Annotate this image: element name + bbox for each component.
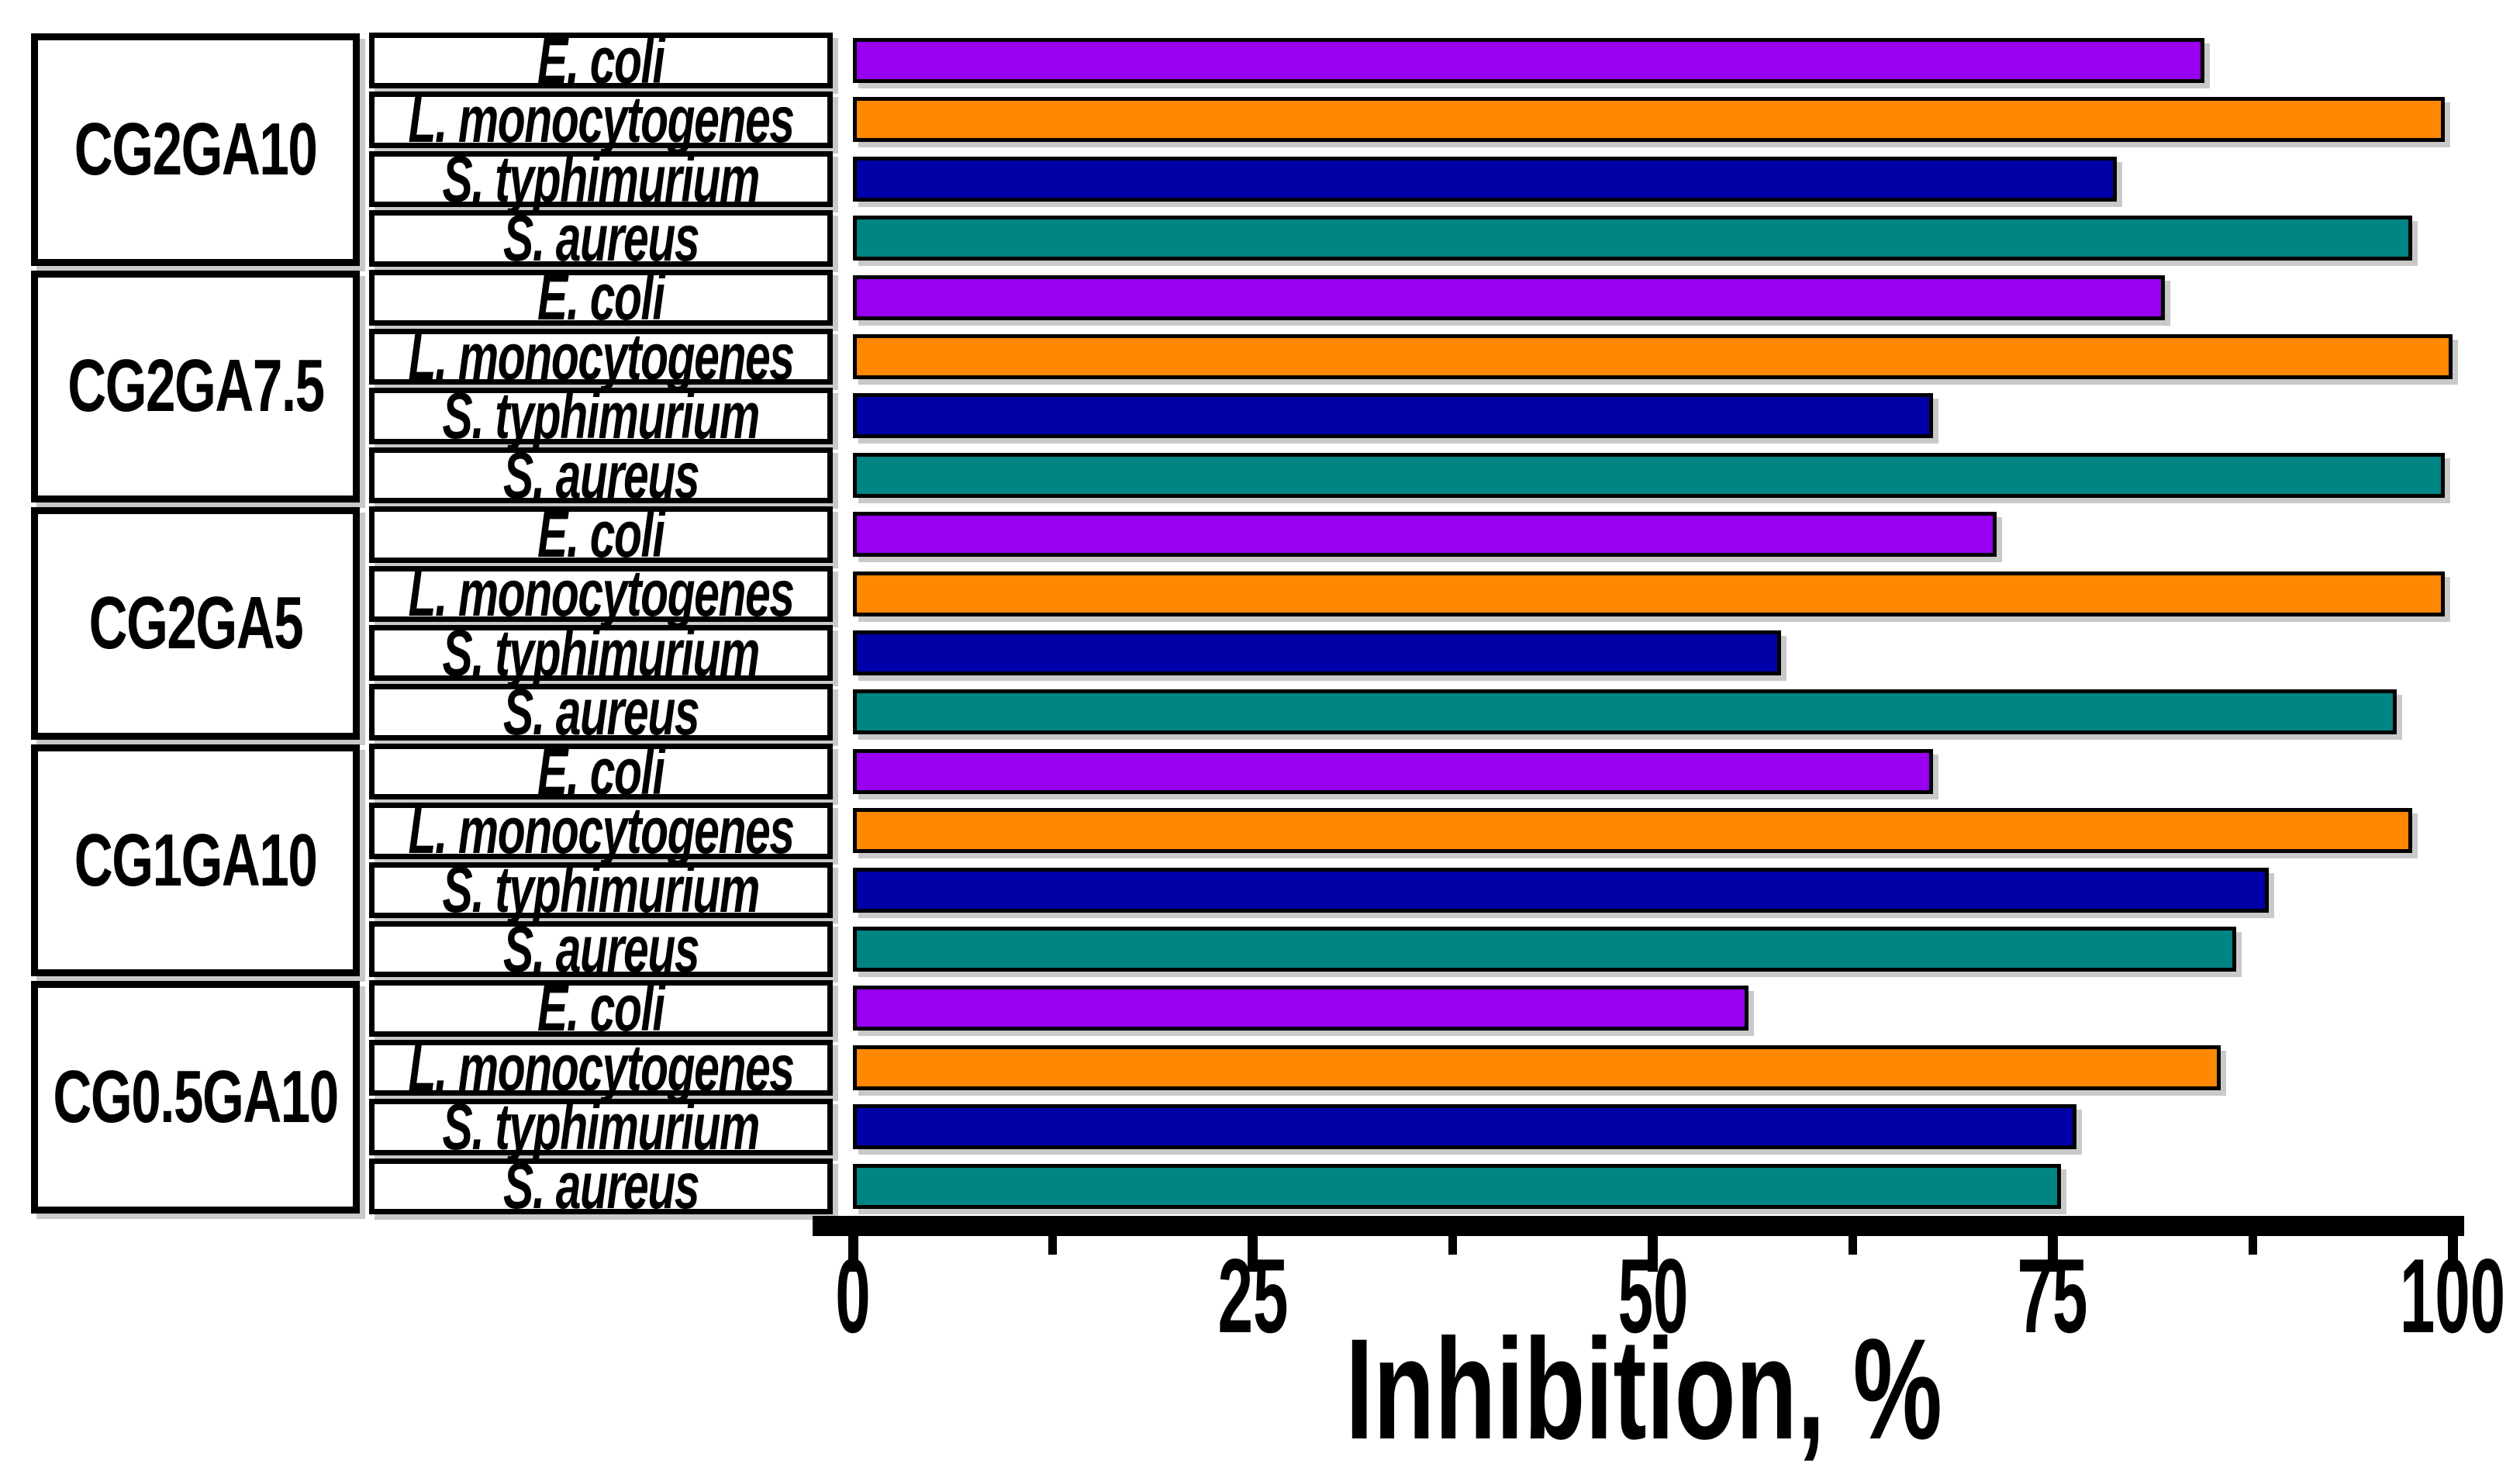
bar-cg2ga7-5-s-aureus [853,452,2445,498]
organism-cell-s-aureus: S. aureus [369,675,833,748]
organism-label: S. typhimurium [442,616,761,689]
bar-cg2ga10-e-coli [853,38,2205,83]
x-major-tick-50 [1648,1236,1658,1272]
organism-cell-s-typhimurium: S. typhimurium [369,616,833,689]
organism-cell-s-aureus: S. aureus [369,202,833,275]
organism-label: E. coli [537,734,665,808]
organism-label: S. aureus [502,675,700,749]
organism-cell-e-coli: E. coli [369,735,833,808]
organism-label: L. monocytogenes [408,319,794,393]
organism-label: E. coli [537,497,665,571]
bar-cg2ga10-s-aureus [853,216,2413,261]
organism-label: L. monocytogenes [408,557,794,630]
bar-cg2ga5-s-typhimurium [853,630,1781,675]
x-major-tick-100 [2447,1236,2458,1272]
group-cell-cg2ga5: CG2GA5 [31,507,360,740]
organism-cell-e-coli: E. coli [369,24,833,97]
bar-cg0-5ga10-s-aureus [853,1163,2061,1209]
group-label: CG1GA10 [74,818,318,902]
organism-label: E. coli [537,23,665,97]
x-minor-tick-12.5 [1048,1236,1058,1255]
x-major-tick-75 [2047,1236,2058,1272]
group-cell-cg0-5ga10: CG0.5GA10 [31,981,360,1214]
organism-cell-s-aureus: S. aureus [369,913,833,986]
organism-label: L. monocytogenes [408,793,794,867]
group-label: CG2GA7.5 [67,344,325,428]
bar-cg0-5ga10-l-monocytogenes [853,1045,2221,1090]
organism-cell-s-typhimurium: S. typhimurium [369,1090,833,1163]
x-minor-tick-37.5 [1448,1236,1458,1255]
organism-cell-l-monocytogenes: L. monocytogenes [369,794,833,867]
organism-label: S. typhimurium [442,1089,761,1163]
group-label: CG2GA10 [74,107,318,191]
organism-cell-l-monocytogenes: L. monocytogenes [369,1031,833,1104]
bar-cg2ga7-5-s-typhimurium [853,393,1933,439]
organism-cell-s-typhimurium: S. typhimurium [369,143,833,216]
bar-cg1ga10-l-monocytogenes [853,808,2413,854]
organism-label: E. coli [537,261,665,334]
bar-cg1ga10-e-coli [853,748,1933,794]
organism-cell-s-typhimurium: S. typhimurium [369,853,833,926]
x-tick-label-100: 100 [2399,1237,2506,1355]
organism-label: S. aureus [502,438,700,512]
organism-cell-l-monocytogenes: L. monocytogenes [369,320,833,393]
x-axis-title: Inhibition, % [1345,1310,1942,1469]
bar-cg2ga5-l-monocytogenes [853,571,2445,616]
organism-label: S. aureus [502,1149,700,1223]
organism-cell-l-monocytogenes: L. monocytogenes [369,557,833,630]
bar-cg2ga5-s-aureus [853,689,2397,735]
bar-cg0-5ga10-s-typhimurium [853,1104,2077,1150]
organism-cell-s-aureus: S. aureus [369,1149,833,1222]
organism-label: S. typhimurium [442,853,761,927]
bar-cg2ga10-l-monocytogenes [853,97,2445,143]
bar-cg2ga10-s-typhimurium [853,156,2117,202]
group-cell-cg2ga10: CG2GA10 [31,33,360,266]
x-minor-tick-87.5 [2248,1236,2257,1255]
bar-cg1ga10-s-aureus [853,927,2237,972]
organism-label: S. aureus [502,201,700,275]
bar-cg1ga10-s-typhimurium [853,867,2269,913]
bar-cg2ga5-e-coli [853,512,1997,558]
x-tick-label-75: 75 [2017,1237,2088,1355]
group-cell-cg2ga7-5: CG2GA7.5 [31,270,360,503]
organism-label: E. coli [537,972,665,1045]
group-label: CG0.5GA10 [53,1055,339,1139]
x-minor-tick-62.5 [1848,1236,1857,1255]
x-major-tick-0 [847,1236,858,1272]
x-axis-line [813,1216,2464,1236]
organism-label: L. monocytogenes [408,1031,794,1104]
group-cell-cg1ga10: CG1GA10 [31,744,360,977]
organism-cell-e-coli: E. coli [369,261,833,333]
organism-cell-e-coli: E. coli [369,498,833,571]
organism-label: S. typhimurium [442,379,761,453]
organism-cell-l-monocytogenes: L. monocytogenes [369,83,833,156]
organism-cell-e-coli: E. coli [369,972,833,1045]
organism-cell-s-aureus: S. aureus [369,439,833,512]
bar-cg0-5ga10-e-coli [853,986,1749,1031]
organism-cell-s-typhimurium: S. typhimurium [369,379,833,452]
organism-label: S. aureus [502,912,700,986]
bar-cg2ga7-5-e-coli [853,275,2165,320]
group-label: CG2GA5 [88,581,303,665]
x-tick-label-0: 0 [835,1237,871,1355]
x-major-tick-25 [1248,1236,1258,1272]
x-tick-label-50: 50 [1617,1237,1688,1355]
organism-label: L. monocytogenes [408,83,794,157]
bar-cg2ga7-5-l-monocytogenes [853,334,2453,379]
x-tick-label-25: 25 [1217,1237,1289,1355]
organism-label: S. typhimurium [442,142,761,216]
